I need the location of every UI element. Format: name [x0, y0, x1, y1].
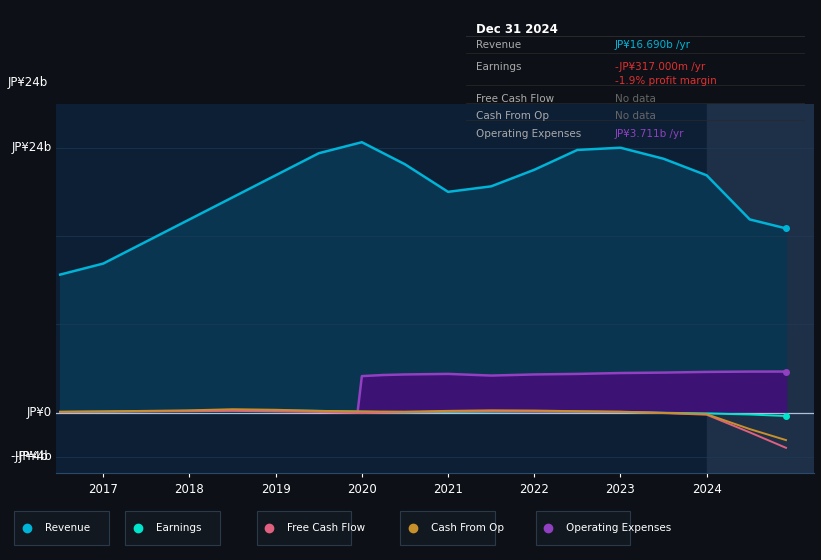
- Text: Free Cash Flow: Free Cash Flow: [287, 523, 365, 533]
- Text: JP¥0: JP¥0: [27, 406, 52, 419]
- Text: -JP¥317.000m /yr: -JP¥317.000m /yr: [615, 62, 705, 72]
- Bar: [707, 104, 819, 473]
- FancyBboxPatch shape: [257, 511, 351, 544]
- FancyBboxPatch shape: [536, 511, 631, 544]
- Text: JP¥3.711b /yr: JP¥3.711b /yr: [615, 129, 684, 139]
- Text: JP¥24b: JP¥24b: [11, 141, 52, 154]
- Text: -JP¥4b: -JP¥4b: [11, 450, 48, 463]
- FancyBboxPatch shape: [401, 511, 494, 544]
- Text: Earnings: Earnings: [155, 523, 201, 533]
- Text: Operating Expenses: Operating Expenses: [566, 523, 672, 533]
- Text: No data: No data: [615, 94, 656, 104]
- Text: Operating Expenses: Operating Expenses: [475, 129, 581, 139]
- Text: No data: No data: [615, 111, 656, 122]
- Text: JP¥24b: JP¥24b: [8, 76, 48, 89]
- Text: Revenue: Revenue: [44, 523, 89, 533]
- Text: -JP¥4b: -JP¥4b: [14, 450, 52, 463]
- Text: Cash From Op: Cash From Op: [475, 111, 548, 122]
- Text: -1.9% profit margin: -1.9% profit margin: [615, 76, 717, 86]
- Text: Dec 31 2024: Dec 31 2024: [475, 22, 557, 35]
- Text: Free Cash Flow: Free Cash Flow: [475, 94, 554, 104]
- FancyBboxPatch shape: [125, 511, 220, 544]
- Text: JP¥16.690b /yr: JP¥16.690b /yr: [615, 40, 690, 50]
- Text: Cash From Op: Cash From Op: [431, 523, 503, 533]
- Text: Revenue: Revenue: [475, 40, 521, 50]
- Text: Earnings: Earnings: [475, 62, 521, 72]
- FancyBboxPatch shape: [14, 511, 109, 544]
